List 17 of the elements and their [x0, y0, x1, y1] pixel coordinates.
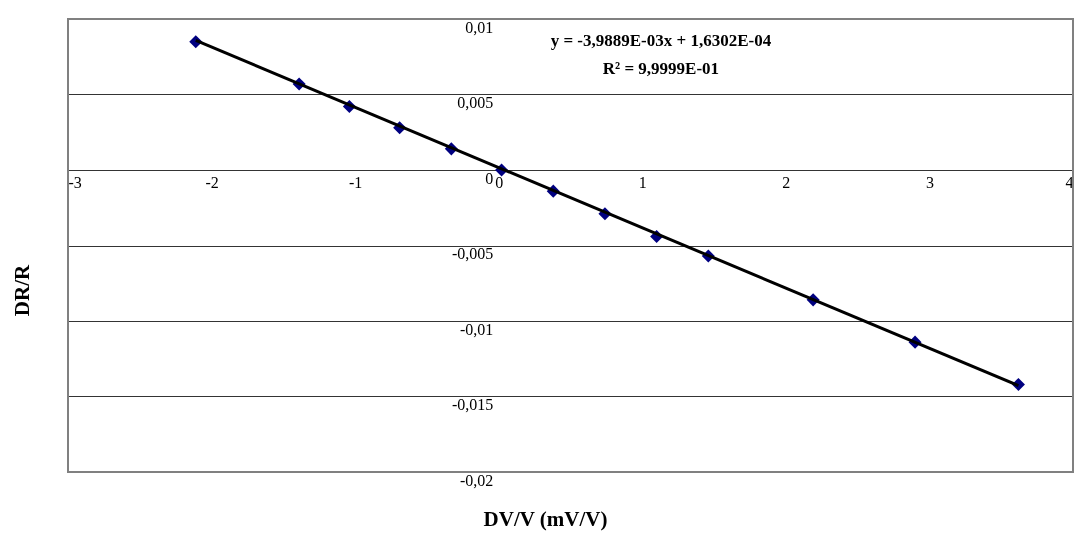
x-tick-label: 4	[1065, 173, 1074, 191]
x-tick-label: -1	[348, 173, 363, 191]
x-tick-label: -2	[205, 173, 219, 191]
x-tick-label: 3	[925, 173, 934, 191]
annotation: y = -3,9889E-03x + 1,6302E-04	[550, 31, 772, 50]
y-tick-label: -0,015	[451, 396, 494, 413]
x-axis-title: DV/V (mV/V)	[483, 507, 608, 531]
x-tick-label: -3	[68, 173, 82, 191]
y-tick-label: 0,01	[465, 18, 494, 36]
x-tick-label: 1	[638, 173, 647, 191]
y-tick-label: -0,005	[451, 245, 494, 262]
y-tick-label: 0,005	[457, 94, 494, 111]
y-axis-title: DR/R	[10, 264, 34, 317]
x-tick-label: 2	[782, 173, 791, 191]
y-tick-label: -0,02	[459, 471, 494, 489]
y-tick-label: -0,01	[459, 320, 494, 338]
annotation: R² = 9,9999E-01	[602, 59, 720, 78]
